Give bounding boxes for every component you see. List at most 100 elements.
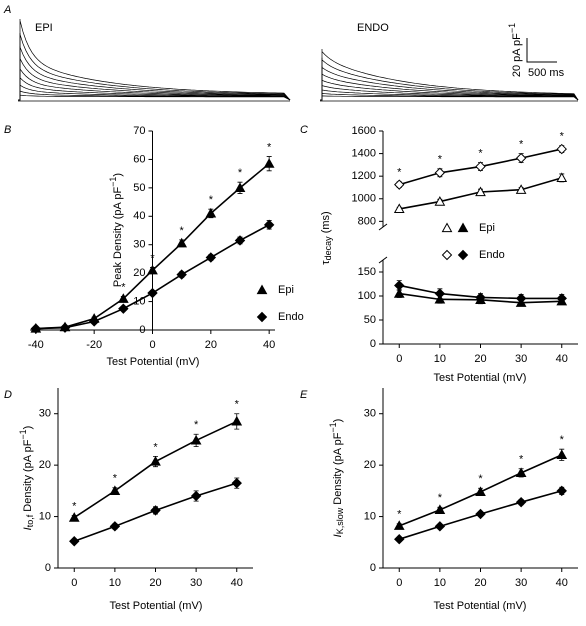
marker: [190, 434, 202, 445]
x-axis-label: Test Potential (mV): [107, 356, 200, 368]
significance-mark: *: [438, 154, 443, 166]
panel-letter: A: [3, 4, 11, 16]
label-part: ): [332, 419, 344, 423]
panel-letter: C: [300, 124, 308, 136]
y-tick-label: 0: [45, 562, 51, 574]
y-tick-label: 50: [133, 182, 145, 194]
marker: [475, 186, 486, 197]
marker: [393, 520, 405, 530]
significance-mark: *: [121, 281, 126, 293]
marker: [263, 158, 275, 168]
marker: [515, 496, 527, 508]
marker: [515, 184, 527, 194]
marker: [147, 287, 158, 299]
marker: [234, 235, 246, 246]
marker: [30, 323, 42, 334]
trace-label: EPI: [35, 22, 53, 34]
label-part: −1: [328, 422, 338, 432]
trace-label: ENDO: [357, 22, 389, 34]
significance-mark: *: [113, 473, 118, 485]
y-tick-label: 0: [370, 562, 376, 574]
label-part: to,f: [25, 514, 35, 527]
label-part: −1: [108, 177, 118, 187]
legend-label: Endo: [479, 249, 505, 261]
current-trace: [18, 90, 291, 101]
y-tick-label: 1400: [352, 147, 376, 159]
x-axis-label: Test Potential (mV): [434, 600, 527, 612]
marker: [434, 288, 446, 299]
marker: [457, 222, 469, 233]
scale-bar: [526, 38, 557, 63]
x-tick-label: 40: [556, 353, 568, 365]
marker: [109, 485, 121, 495]
marker: [515, 467, 527, 477]
marker: [190, 490, 202, 502]
marker: [475, 292, 486, 303]
y-tick-label: 20: [133, 267, 145, 279]
marker: [205, 252, 217, 263]
x-axis-label: Test Potential (mV): [434, 372, 527, 384]
x-tick-label: 10: [434, 577, 446, 589]
current-trace: [320, 49, 579, 101]
significance-mark: *: [519, 138, 524, 150]
significance-mark: *: [478, 148, 483, 160]
marker: [434, 167, 446, 178]
significance-mark: *: [150, 252, 155, 264]
x-tick-label: 40: [231, 577, 243, 589]
x-tick-label: 0: [396, 353, 402, 365]
x-tick-label: 40: [263, 339, 275, 351]
x-tick-label: 20: [474, 353, 486, 365]
scale-bar-label: 20 pA pF−1: [507, 23, 523, 77]
significance-mark: *: [560, 131, 565, 143]
y-tick-label: 1000: [352, 193, 376, 205]
y-tick-label: 20: [39, 459, 51, 471]
marker: [176, 237, 188, 248]
marker: [176, 269, 187, 280]
marker: [515, 293, 527, 304]
significance-mark: *: [478, 473, 483, 485]
x-tick-label: 30: [515, 577, 527, 589]
x-tick-label: -20: [86, 339, 102, 351]
marker: [475, 486, 486, 496]
y-tick-label: 150: [358, 266, 376, 278]
legend-label: Epi: [479, 222, 495, 234]
y-tick-label: 60: [133, 153, 145, 165]
marker: [441, 222, 453, 233]
marker: [515, 152, 527, 164]
marker: [434, 504, 446, 514]
marker: [256, 284, 268, 295]
y-axis-label: Peak Density (pA pF−1): [108, 173, 124, 287]
significance-mark: *: [560, 434, 565, 446]
legend-label: Epi: [278, 284, 294, 296]
current-trace: [320, 89, 579, 101]
marker: [556, 485, 567, 497]
significance-mark: *: [267, 141, 272, 153]
significance-mark: *: [235, 399, 240, 411]
marker: [393, 288, 405, 298]
marker: [263, 219, 275, 231]
x-tick-label: -40: [28, 339, 44, 351]
marker: [556, 172, 568, 182]
y-tick-label: 0: [370, 338, 376, 350]
marker: [117, 293, 129, 303]
current-trace: [18, 57, 291, 101]
x-tick-label: 0: [149, 339, 155, 351]
panel-letter: E: [300, 389, 308, 401]
y-tick-label: 0: [139, 324, 145, 336]
current-trace: [18, 68, 291, 101]
significance-mark: *: [238, 167, 243, 179]
marker: [69, 536, 80, 547]
label-part: I: [22, 527, 34, 530]
scale-bar-label: 500 ms: [528, 67, 565, 79]
x-tick-label: 10: [434, 353, 446, 365]
significance-mark: *: [397, 509, 402, 521]
current-trace: [320, 72, 579, 101]
y-axis-label: Ito,f Density (pA pF−1): [18, 426, 35, 531]
marker: [147, 264, 158, 275]
label-part: 20 pA pF: [511, 33, 523, 77]
current-trace: [18, 77, 291, 101]
x-tick-label: 10: [109, 577, 121, 589]
marker: [434, 521, 446, 532]
y-tick-label: 30: [39, 408, 51, 420]
marker: [393, 203, 405, 214]
